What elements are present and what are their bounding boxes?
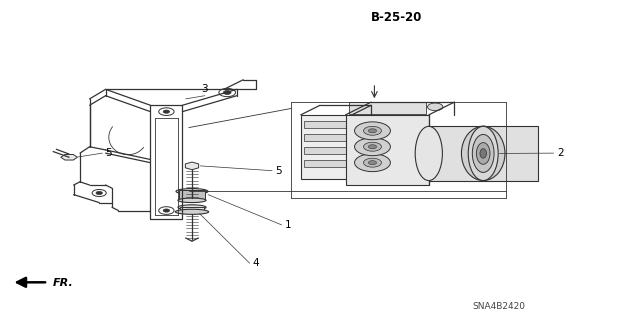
Bar: [304, 160, 349, 167]
Text: 3: 3: [202, 84, 208, 94]
Ellipse shape: [178, 205, 206, 210]
Ellipse shape: [178, 198, 206, 203]
Text: 2: 2: [557, 148, 563, 158]
Ellipse shape: [415, 126, 442, 181]
Bar: [304, 134, 349, 141]
Circle shape: [223, 91, 231, 94]
Ellipse shape: [476, 143, 490, 164]
Circle shape: [355, 138, 390, 156]
Text: 4: 4: [253, 258, 259, 268]
Bar: [180, 207, 204, 211]
Circle shape: [364, 158, 381, 167]
Ellipse shape: [480, 149, 486, 158]
Text: 5: 5: [106, 148, 112, 158]
Circle shape: [364, 126, 381, 135]
Circle shape: [402, 103, 417, 111]
Ellipse shape: [468, 126, 498, 181]
Circle shape: [369, 161, 376, 165]
Circle shape: [369, 129, 376, 133]
Ellipse shape: [461, 126, 505, 181]
Circle shape: [428, 103, 443, 111]
Bar: [349, 102, 426, 114]
Ellipse shape: [176, 189, 208, 194]
Circle shape: [364, 142, 381, 151]
Text: FR.: FR.: [52, 278, 73, 288]
Text: B-25-20: B-25-20: [371, 11, 422, 24]
Bar: [346, 115, 429, 185]
Circle shape: [369, 145, 376, 149]
Ellipse shape: [461, 126, 505, 181]
Bar: [304, 121, 349, 128]
Ellipse shape: [472, 134, 494, 172]
Polygon shape: [61, 154, 77, 160]
Text: 5: 5: [275, 166, 282, 176]
Ellipse shape: [175, 209, 209, 214]
Text: SNA4B2420: SNA4B2420: [473, 302, 525, 311]
Bar: [429, 126, 538, 181]
Bar: [304, 147, 349, 154]
Circle shape: [355, 154, 390, 172]
Bar: [179, 190, 205, 199]
Text: 1: 1: [285, 220, 291, 230]
Polygon shape: [186, 162, 198, 170]
Bar: [301, 115, 352, 179]
Circle shape: [376, 103, 392, 111]
Circle shape: [163, 209, 170, 212]
Circle shape: [163, 110, 170, 113]
Circle shape: [96, 191, 102, 195]
Circle shape: [355, 122, 390, 140]
